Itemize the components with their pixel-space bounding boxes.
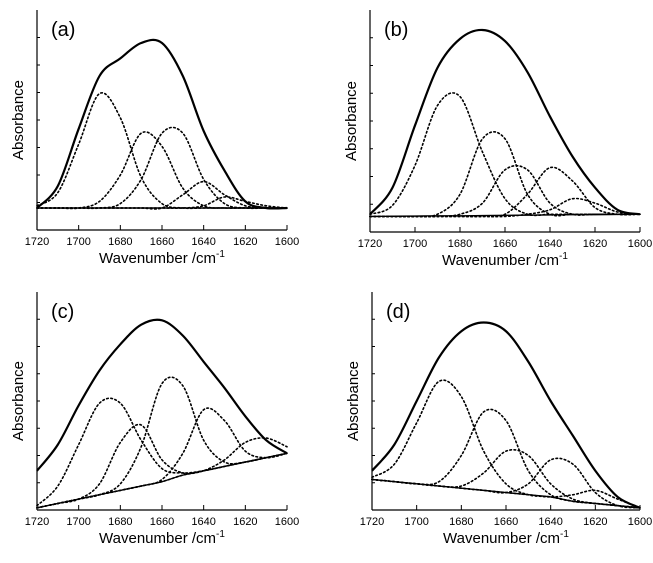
component-curve (371, 478, 641, 509)
x-tick-label: 1620 (233, 516, 257, 528)
x-tick-label: 1600 (275, 516, 299, 528)
x-tick-label: 1640 (191, 516, 215, 528)
x-axis-label-exponent: -1 (560, 529, 569, 540)
x-axis-label: Wavenumber /cm-1 (443, 529, 569, 547)
y-axis-label: Absorbance (343, 81, 360, 161)
x-tick-label: 1680 (108, 516, 132, 528)
component-curve (371, 379, 641, 509)
x-tick-label: 1660 (150, 516, 174, 528)
y-axis-label: Absorbance (345, 361, 362, 441)
x-tick-label: 1620 (583, 238, 607, 250)
component-curve (371, 449, 641, 509)
x-axis-label-text: Wavenumber /cm (443, 530, 560, 547)
x-tick-label: 1700 (404, 516, 428, 528)
component-curve (369, 131, 641, 218)
x-tick-label: 1700 (66, 236, 90, 248)
panel: 1720 1700 1680 1660 1640 1620 1600 Wavenumber /… (10, 292, 299, 547)
x-tick-label: 1660 (150, 236, 174, 248)
x-axis-label: Wavenumber /cm-1 (99, 529, 225, 547)
x-tick-label: 1660 (494, 516, 518, 528)
x-tick-label: 1640 (538, 238, 562, 250)
curve (36, 38, 288, 210)
component-curve (36, 437, 288, 509)
component-curve (36, 92, 288, 210)
component-curve (369, 92, 641, 217)
x-axis-label-exponent: -1 (216, 249, 225, 260)
x-tick-label: 1680 (448, 238, 472, 250)
panel: 1720 1700 1680 1660 1640 1620 1600 Wavenumber /… (345, 292, 652, 547)
x-axis-label-text: Wavenumber /cm (442, 252, 559, 269)
x-tick-label: 1720 (25, 516, 49, 528)
component-curve (36, 196, 288, 209)
panel: 1720 1700 1680 1660 1640 1620 1600 Wavenumber /… (343, 10, 652, 269)
curve (36, 318, 288, 472)
panel-label: (d) (386, 301, 410, 323)
panel-label: (b) (384, 19, 408, 41)
x-tick-label: 1600 (628, 516, 652, 528)
x-tick-label: 1600 (628, 238, 652, 250)
x-tick-label: 1620 (233, 236, 257, 248)
panel: 1720 1700 1680 1660 1640 1620 1600 Wavenumber /… (10, 10, 299, 267)
curve (369, 28, 641, 216)
x-tick-label: 1720 (360, 516, 384, 528)
component-curve (36, 423, 288, 509)
curve (371, 321, 641, 509)
x-tick-label: 1700 (403, 238, 427, 250)
x-axis-label: Wavenumber /cm-1 (442, 251, 568, 269)
x-axis-label-text: Wavenumber /cm (99, 530, 216, 547)
x-axis-label: Wavenumber /cm-1 (99, 249, 225, 267)
panel-label: (c) (51, 301, 74, 323)
y-axis-label: Absorbance (10, 361, 27, 441)
x-tick-label: 1640 (538, 516, 562, 528)
x-axis-label-exponent: -1 (559, 251, 568, 262)
panel-label: (a) (51, 19, 75, 41)
x-tick-label: 1680 (449, 516, 473, 528)
x-tick-label: 1660 (493, 238, 517, 250)
component-curve (369, 166, 641, 218)
x-tick-label: 1720 (25, 236, 49, 248)
component-curve (369, 197, 641, 218)
x-tick-label: 1620 (583, 516, 607, 528)
x-tick-label: 1600 (275, 236, 299, 248)
x-axis-label-exponent: -1 (216, 529, 225, 540)
x-tick-label: 1680 (108, 236, 132, 248)
x-tick-label: 1640 (191, 236, 215, 248)
x-tick-label: 1700 (66, 516, 90, 528)
component-curve (36, 376, 288, 509)
component-curve (369, 164, 641, 218)
x-axis-label-text: Wavenumber /cm (99, 250, 216, 267)
x-tick-label: 1720 (358, 238, 382, 250)
y-axis-label: Absorbance (10, 80, 27, 160)
